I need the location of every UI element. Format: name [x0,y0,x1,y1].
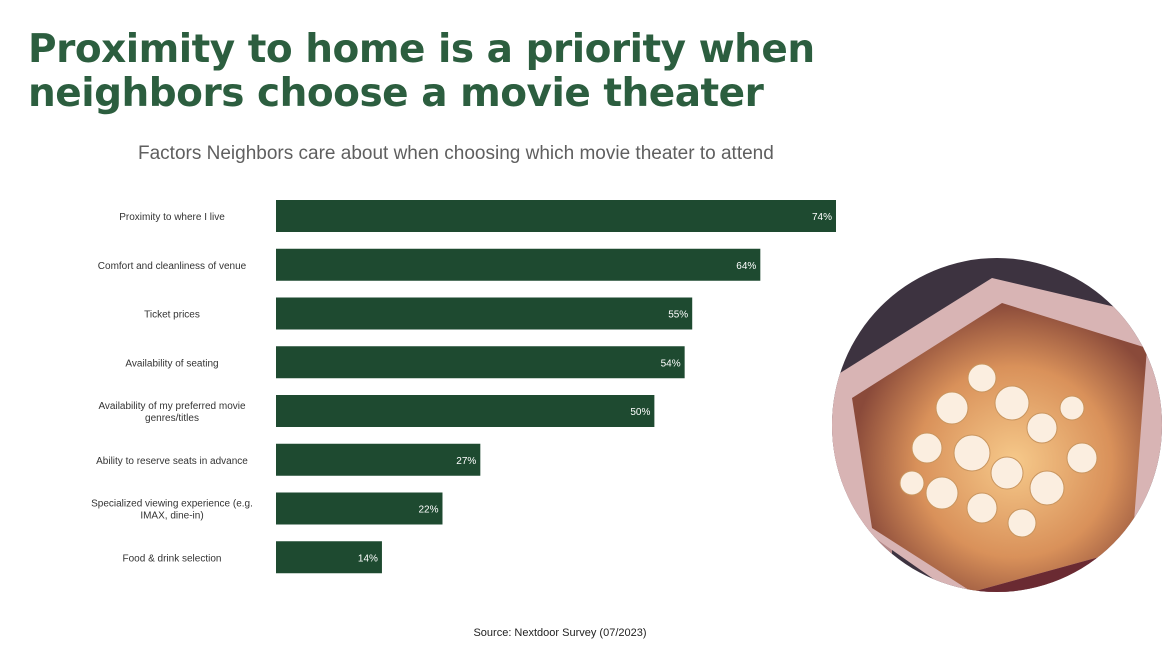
category-label: Proximity to where I live [119,212,225,223]
bar-5 [276,395,655,427]
bar-8 [276,541,382,574]
popcorn-box-photo [832,258,1162,592]
category-label: Specialized viewing experience (e.g. IMAX… [91,499,253,522]
bar-value-label: 74% [812,212,832,223]
bar-2 [276,248,761,281]
bar-4 [276,346,685,379]
bar-value-label: 14% [358,553,378,564]
category-label: Food & drink selection [123,553,222,564]
bar-7 [276,492,443,525]
bar-chart: 74% Proximity to where I live 64% Comfort a… [91,200,836,574]
bar-1 [276,200,836,232]
bar-value-label: 27% [456,456,476,467]
bar-value-label: 50% [630,407,650,418]
bar-3 [276,297,693,330]
page-title: Proximity to home is a priority when nei… [28,27,815,116]
bar-value-label: 64% [736,261,756,272]
bar-value-label: 22% [418,505,438,516]
chart-subtitle: Factors Neighbors care about when choosi… [138,143,774,164]
bar-value-label: 55% [668,310,688,321]
bar-6 [276,443,481,476]
bar-value-label: 54% [661,358,681,369]
popcorn-icon [832,258,1162,592]
category-label: Ability to reserve seats in advance [96,456,248,467]
source-note: Source: Nextdoor Survey (07/2023) [473,627,647,639]
category-label: Availability of seating [125,358,218,369]
category-label: Ticket prices [144,310,200,321]
category-label: Comfort and cleanliness of venue [98,261,247,272]
category-label: Availability of my preferred movie genres… [98,401,246,424]
